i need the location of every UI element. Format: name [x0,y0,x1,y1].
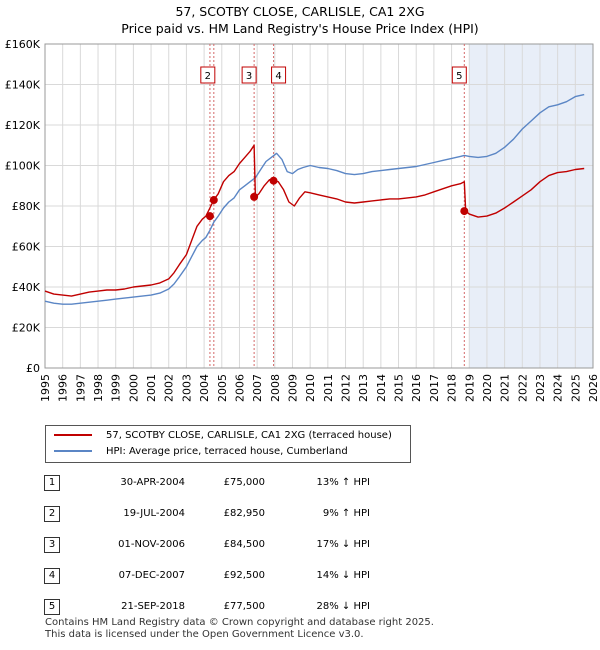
y-tick-label: £120K [5,119,41,132]
y-tick-label: £0 [26,362,40,375]
y-tick-label: £60K [12,241,41,254]
x-tick-label: 2005 [216,374,229,402]
sale-number: 4 [44,568,60,584]
y-tick-label: £80K [12,200,41,213]
sale-date: 07-DEC-2007 [118,570,185,581]
legend-swatch-property [54,434,92,436]
sale-row: 5 21-SEP-2018 £77,500 28% ↓ HPI [0,599,600,619]
x-tick-label: 2022 [516,374,529,402]
sale-point [460,207,469,216]
sale-hpi-diff: 28% ↓ HPI [316,601,370,612]
x-tick-label: 2004 [198,374,211,402]
x-tick-label: 2025 [569,374,582,402]
sale-price: £84,500 [223,539,265,550]
footer-copyright: Contains HM Land Registry data © Crown c… [45,617,434,628]
legend-swatch-hpi [54,450,92,452]
legend-label-property: 57, SCOTBY CLOSE, CARLISLE, CA1 2XG (ter… [106,429,392,441]
y-tick-label: £160K [5,38,41,51]
sale-point [250,192,259,201]
x-tick-label: 2006 [233,374,246,402]
sale-label: 5 [456,71,462,82]
x-tick-label: 2012 [340,374,353,402]
sale-row: 1 30-APR-2004 £75,000 13% ↑ HPI [0,475,600,495]
hpi-line [44,93,585,305]
x-tick-label: 1998 [92,374,105,402]
x-tick-label: 2024 [552,374,565,402]
sale-label: 3 [246,71,252,82]
sale-hpi-diff: 17% ↓ HPI [316,539,370,550]
sale-point [209,196,218,205]
sale-price: £92,500 [223,570,265,581]
x-tick-label: 2008 [269,374,282,402]
sale-date: 30-APR-2004 [120,477,185,488]
sale-hpi-diff: 9% ↑ HPI [322,508,370,519]
sale-hpi-diff: 13% ↑ HPI [316,477,370,488]
x-tick-label: 1997 [74,374,87,402]
y-tick-label: £140K [5,79,41,92]
sale-price: £77,500 [223,601,265,612]
sale-label-box [451,66,467,84]
x-tick-label: 2013 [357,374,370,402]
sale-row: 2 19-JUL-2004 £82,950 9% ↑ HPI [0,506,600,526]
x-tick-label: 2018 [446,374,459,402]
sale-date: 01-NOV-2006 [118,539,185,550]
x-tick-label: 2000 [127,374,140,402]
sale-date: 19-JUL-2004 [123,508,185,519]
x-tick-label: 2020 [481,374,494,402]
legend-label-hpi: HPI: Average price, terraced house, Cumb… [106,445,348,457]
sale-hpi-diff: 14% ↓ HPI [316,570,370,581]
plot-border [44,43,594,369]
sale-number: 2 [44,506,60,522]
x-tick-label: 2007 [251,374,264,402]
chart-title: 57, SCOTBY CLOSE, CARLISLE, CA1 2XG [175,4,425,19]
price-chart: £0 £20K £40K £60K £80K £100K £120K £140K £160K 19… [5,38,600,402]
sale-label-box [271,66,287,84]
sale-number: 1 [44,475,60,491]
sale-price: £82,950 [223,508,265,519]
x-tick-label: 1999 [110,374,123,402]
x-tick-label: 1995 [39,374,52,402]
x-tick-label: 2015 [393,374,406,402]
y-tick-label: £100K [5,160,41,173]
x-tick-label: 2001 [145,374,158,402]
x-tick-label: 2002 [163,374,176,402]
x-tick-label: 2014 [375,374,388,402]
x-tick-label: 2021 [499,374,512,402]
x-tick-label: 2010 [304,374,317,402]
legend-item-hpi: HPI: Average price, terraced house, Cumb… [54,444,348,458]
x-tick-label: 2011 [322,374,335,402]
sale-label-box [241,66,257,84]
sale-row: 4 07-DEC-2007 £92,500 14% ↓ HPI [0,568,600,588]
chart-legend: 57, SCOTBY CLOSE, CARLISLE, CA1 2XG (ter… [45,425,411,463]
sale-date: 21-SEP-2018 [121,601,185,612]
sale-label: 2 [205,71,211,82]
x-tick-label: 2019 [463,374,476,402]
x-tick-label: 2009 [286,374,299,402]
x-tick-label: 1996 [57,374,70,402]
sale-point [205,212,214,221]
sale-label-box [200,66,216,84]
sale-price: £75,000 [223,477,265,488]
sale-row: 3 01-NOV-2006 £84,500 17% ↓ HPI [0,537,600,557]
property-price-line [44,144,585,297]
x-tick-label: 2017 [428,374,441,402]
y-tick-label: £40K [12,281,41,294]
sale-number: 5 [44,599,60,615]
footer-licence: This data is licensed under the Open Gov… [45,629,364,640]
sale-label: 4 [275,71,281,82]
x-tick-label: 2023 [534,374,547,402]
x-tick-label: 2003 [180,374,193,402]
x-tick-label: 2026 [587,374,600,402]
sale-number: 3 [44,537,60,553]
x-tick-label: 2016 [410,374,423,402]
sale-point [269,176,278,185]
legend-item-property: 57, SCOTBY CLOSE, CARLISLE, CA1 2XG (ter… [54,428,392,442]
chart-subtitle: Price paid vs. HM Land Registry's House … [121,21,479,36]
y-tick-label: £20K [12,322,41,335]
